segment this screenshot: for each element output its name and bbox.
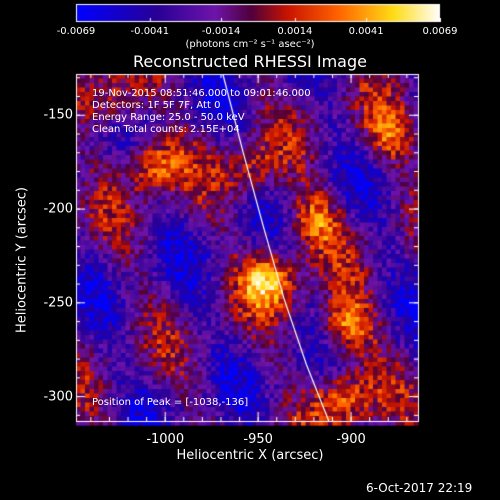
y-tick-label: -150 [43, 107, 73, 123]
colorbar-tick-label: 0.0069 [422, 26, 458, 37]
y-axis-label: Heliocentric Y (arcsec) [14, 187, 30, 333]
annotation-time-range: 19-Nov-2015 08:51:46.000 to 09:01:46.000 [92, 88, 311, 99]
colorbar-units: (photons cm⁻² s⁻¹ asec⁻²) [185, 39, 315, 50]
annotation-energy-range: Energy Range: 25.0 - 50.0 keV [92, 112, 245, 123]
annotation-detectors: Detectors: 1F 5F 7F, Att 0 [92, 100, 221, 111]
y-tick-label: -200 [43, 201, 73, 217]
y-tick-label: -250 [43, 295, 73, 311]
peak-position-label: Position of Peak = [-1038,-136] [92, 397, 249, 408]
annotation-total-counts: Clean Total counts: 2.15E+04 [92, 124, 240, 135]
colorbar-tick-label: -0.0069 [56, 26, 96, 37]
y-tick-label: -300 [43, 389, 73, 405]
colorbar-tick-label: -0.0041 [130, 26, 170, 37]
colorbar-tick-label: -0.0014 [201, 26, 241, 37]
x-tick-label: -900 [336, 432, 366, 447]
colorbar-tick-label: 0.0014 [277, 26, 313, 37]
x-tick-label: -1000 [146, 432, 185, 447]
chart-title: Reconstructed RHESSI Image [133, 52, 367, 71]
colorbar-tick-label: 0.0041 [348, 26, 384, 37]
timestamp: 6-Oct-2017 22:19 [366, 481, 473, 495]
x-axis-label: Heliocentric X (arcsec) [176, 448, 324, 463]
x-tick-label: -950 [243, 432, 273, 447]
